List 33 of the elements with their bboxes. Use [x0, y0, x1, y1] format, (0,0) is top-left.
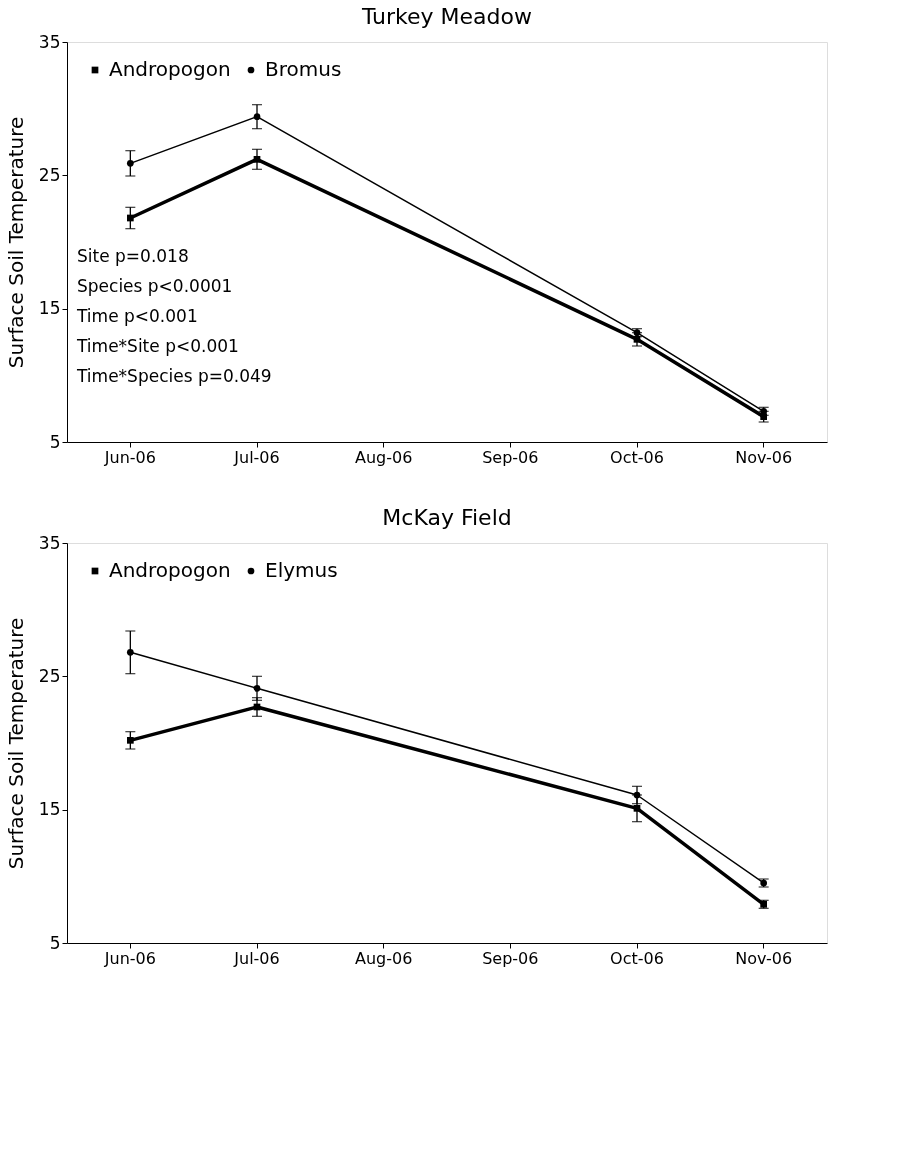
x-tick-label: Jun-06	[103, 447, 156, 467]
x-tick-label: Aug-06	[354, 948, 413, 968]
legend-label: Bromus	[265, 57, 342, 81]
chart-title: Turkey Meadow	[360, 4, 533, 29]
x-tick-label: Jun-06	[103, 948, 156, 968]
x-tick-label: Aug-06	[354, 447, 413, 467]
y-tick-label: 5	[49, 932, 61, 953]
x-tick-label: Nov-06	[735, 948, 793, 968]
annotation: Time*Species p=0.049	[76, 366, 272, 386]
x-tick-label: Sep-06	[482, 948, 539, 968]
annotation: Site p=0.018	[77, 246, 189, 266]
y-axis-title: Surface Soil Temperature	[3, 116, 28, 369]
legend-label: Elymus	[265, 558, 338, 582]
y-tick-label: 25	[38, 665, 61, 686]
legend-label: Andropogon	[109, 558, 231, 582]
annotation: Time p<0.001	[76, 306, 198, 326]
chart-title: McKay Field	[382, 505, 512, 530]
y-tick-label: 15	[38, 799, 61, 820]
x-tick-label: Oct-06	[610, 447, 664, 467]
y-tick-label: 15	[38, 298, 61, 319]
x-tick-label: Jul-06	[233, 948, 280, 968]
x-tick-label: Oct-06	[610, 948, 664, 968]
legend-label: Andropogon	[109, 57, 231, 81]
y-tick-label: 5	[49, 431, 61, 452]
x-tick-label: Sep-06	[482, 447, 539, 467]
y-tick-label: 35	[38, 532, 61, 553]
x-tick-label: Jul-06	[233, 447, 280, 467]
x-tick-label: Nov-06	[735, 447, 793, 467]
y-tick-label: 35	[38, 31, 61, 52]
y-tick-label: 25	[38, 164, 61, 185]
annotation: Time*Site p<0.001	[76, 336, 239, 356]
y-axis-title: Surface Soil Temperature	[3, 617, 28, 870]
annotation: Species p<0.0001	[77, 276, 233, 296]
